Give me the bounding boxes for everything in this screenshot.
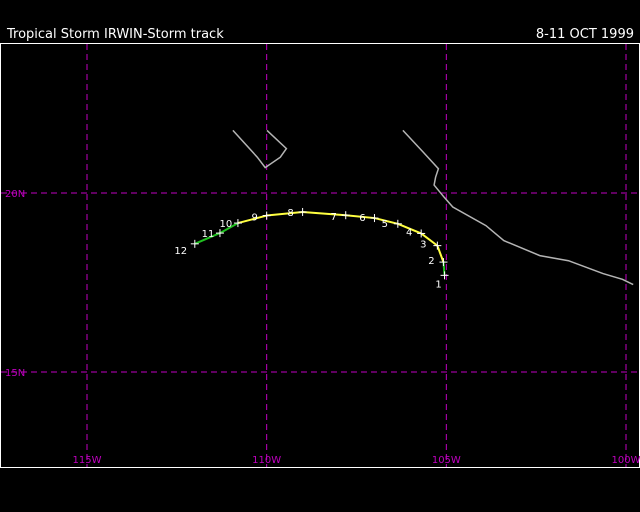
track-segment — [237, 214, 267, 225]
map-title: Tropical Storm IRWIN-Storm track — [7, 27, 224, 42]
track-point-label: 3 — [420, 240, 426, 251]
track-segment — [345, 214, 375, 220]
longitude-label: 115W — [73, 455, 102, 466]
coastline — [232, 129, 634, 286]
track-segment — [219, 222, 239, 234]
coastline-segment — [402, 129, 634, 286]
date-range: 8-11 OCT 1999 — [535, 27, 634, 42]
longitude-label: 100W — [612, 455, 640, 466]
coastline-segment — [232, 129, 288, 169]
track-segment — [397, 222, 422, 235]
track-point-label: 5 — [382, 219, 388, 230]
track-point-label: 10 — [220, 219, 233, 230]
track-point-label: 12 — [174, 246, 187, 257]
track-point-label: 4 — [406, 227, 412, 238]
track-segment — [266, 210, 303, 217]
track-point-label: 7 — [331, 212, 337, 223]
track-point-label: 11 — [202, 229, 215, 240]
track-segment — [420, 232, 438, 247]
longitude-label: 105W — [432, 455, 461, 466]
map-frame — [0, 43, 640, 468]
track-point-label: 8 — [287, 208, 293, 219]
latitude-label: 20N — [5, 189, 25, 200]
track-segment — [436, 245, 445, 263]
track-point-label: 9 — [251, 213, 257, 224]
track-segment — [374, 217, 399, 225]
track-point-label: 2 — [428, 256, 434, 267]
track-point-label: 6 — [359, 213, 365, 224]
latitude-label: 15N — [5, 368, 25, 379]
graticule: 20N 15N 115W 110W 105W 100W — [1, 44, 640, 467]
longitude-label: 110W — [252, 455, 281, 466]
track-segment — [302, 210, 346, 217]
track-point-label: 1 — [435, 279, 441, 290]
track-segment — [194, 232, 221, 245]
